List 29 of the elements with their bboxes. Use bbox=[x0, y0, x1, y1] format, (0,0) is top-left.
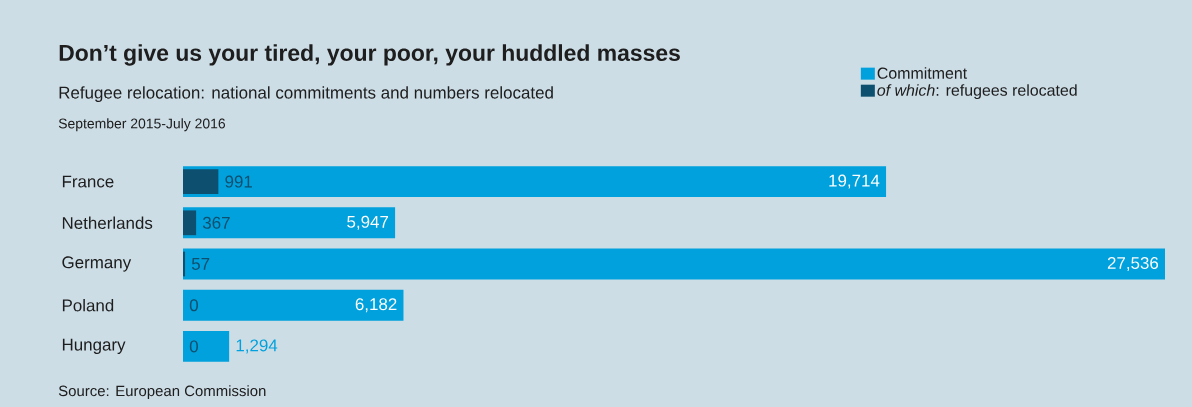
data-label: 0 bbox=[189, 299, 198, 312]
data-label: 6,182 bbox=[355, 298, 397, 313]
text: September 2015-July 2016 bbox=[58, 118, 226, 132]
data-label: 57 bbox=[191, 258, 210, 270]
data-label: 1,294 bbox=[236, 339, 278, 354]
legend-label: Commitment bbox=[877, 67, 968, 79]
bar bbox=[183, 248, 1166, 280]
bar bbox=[183, 251, 186, 277]
bar bbox=[183, 330, 230, 362]
data-label: 991 bbox=[225, 175, 252, 188]
source-note: Source: European Commission bbox=[58, 385, 266, 400]
legend-label: of which: refugees relocated bbox=[877, 84, 1077, 100]
bar bbox=[183, 210, 197, 236]
bar bbox=[183, 207, 396, 239]
data-label: 367 bbox=[202, 216, 230, 229]
bar bbox=[183, 169, 219, 194]
bar bbox=[183, 166, 887, 198]
data-label: 0 bbox=[189, 340, 198, 353]
data-label: 5,947 bbox=[347, 215, 389, 230]
y-tick-label: Netherlands bbox=[62, 216, 153, 230]
chart-subtitle: Refugee relocation: national commitments and numbers relocated bbox=[59, 86, 553, 102]
bar bbox=[183, 289, 404, 321]
y-tick-label: Poland bbox=[62, 298, 114, 312]
y-tick-label: Germany bbox=[62, 256, 132, 272]
data-label: 19,714 bbox=[829, 174, 880, 189]
data-label: 27,536 bbox=[1107, 257, 1159, 271]
y-tick-label: France bbox=[62, 175, 114, 188]
y-tick-label: Hungary bbox=[62, 338, 126, 354]
chart-title: Don’t give us your tired, your poor, your huddled masses bbox=[59, 44, 680, 66]
